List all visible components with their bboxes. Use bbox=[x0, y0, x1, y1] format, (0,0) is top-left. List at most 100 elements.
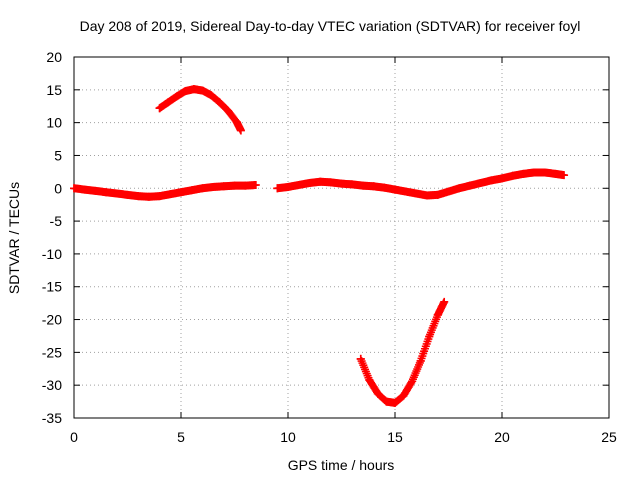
data-points bbox=[70, 85, 569, 407]
data-point bbox=[551, 169, 560, 178]
y-tick-label: 15 bbox=[46, 82, 62, 98]
data-point bbox=[134, 192, 143, 201]
data-point bbox=[369, 182, 378, 191]
data-point bbox=[206, 91, 215, 100]
data-point bbox=[284, 182, 292, 191]
data-point bbox=[399, 391, 408, 400]
x-tick-label: 0 bbox=[70, 429, 78, 445]
data-point bbox=[123, 190, 132, 199]
data-point bbox=[416, 356, 425, 365]
data-point bbox=[433, 190, 442, 199]
data-point bbox=[80, 185, 89, 194]
data-point bbox=[560, 171, 569, 180]
data-point bbox=[198, 184, 207, 193]
y-tick-label: -10 bbox=[42, 246, 62, 262]
x-tick-label: 15 bbox=[387, 429, 403, 445]
y-tick-label: -35 bbox=[42, 410, 62, 426]
data-point bbox=[155, 104, 164, 113]
data-point bbox=[382, 397, 391, 406]
data-point bbox=[251, 180, 260, 189]
data-point bbox=[166, 190, 175, 199]
data-point bbox=[465, 181, 474, 190]
series-upper-arc bbox=[155, 85, 245, 135]
data-point bbox=[102, 188, 111, 197]
data-point bbox=[215, 98, 224, 107]
data-point bbox=[230, 181, 239, 190]
data-point bbox=[198, 86, 207, 95]
data-point bbox=[373, 389, 382, 398]
data-point bbox=[181, 87, 190, 96]
data-point bbox=[177, 188, 185, 197]
data-point bbox=[70, 184, 78, 193]
data-point bbox=[455, 184, 464, 193]
data-point bbox=[294, 180, 303, 189]
data-point bbox=[476, 179, 485, 188]
y-tick-label: 10 bbox=[46, 115, 62, 131]
y-tick-label: 5 bbox=[54, 147, 62, 163]
data-point bbox=[305, 179, 314, 188]
data-point bbox=[144, 192, 153, 201]
plot-frame bbox=[73, 56, 610, 419]
data-point bbox=[189, 85, 198, 94]
data-point bbox=[408, 377, 417, 386]
x-tick-label: 25 bbox=[601, 429, 617, 445]
data-point bbox=[236, 126, 245, 135]
x-tick-label: 10 bbox=[280, 429, 296, 445]
data-point bbox=[219, 182, 228, 191]
data-point bbox=[241, 181, 250, 190]
x-axis-tick-labels: 0 5 10 15 20 25 bbox=[70, 429, 617, 445]
data-point bbox=[337, 179, 346, 188]
data-point bbox=[440, 297, 449, 306]
data-point bbox=[232, 117, 241, 126]
data-point bbox=[326, 178, 335, 187]
series-main-track bbox=[70, 168, 569, 201]
data-point bbox=[401, 187, 410, 196]
data-point bbox=[380, 183, 389, 192]
data-point bbox=[498, 174, 506, 183]
x-axis-title: GPS time / hours bbox=[288, 457, 395, 473]
data-point bbox=[164, 98, 173, 107]
chart-title: Day 208 of 2019, Sidereal Day-to-day VTE… bbox=[80, 18, 581, 34]
y-tick-label: -15 bbox=[42, 279, 62, 295]
data-point bbox=[316, 177, 325, 186]
data-point bbox=[172, 92, 181, 101]
data-point bbox=[425, 332, 434, 341]
series-lower-arc bbox=[356, 297, 449, 407]
data-point bbox=[391, 398, 399, 407]
data-point bbox=[358, 181, 367, 190]
y-tick-label: -25 bbox=[42, 344, 62, 360]
data-point bbox=[112, 189, 121, 198]
y-tick-label: -30 bbox=[42, 377, 62, 393]
data-point bbox=[273, 184, 282, 193]
y-axis-tick-labels: 20 15 10 5 0 -5 -10 -15 -20 -25 -30 -35 bbox=[42, 49, 62, 426]
axis-ticks bbox=[73, 56, 610, 419]
data-point bbox=[412, 189, 421, 198]
data-point bbox=[540, 168, 549, 177]
data-point bbox=[519, 169, 528, 178]
y-tick-label: -5 bbox=[50, 213, 63, 229]
y-tick-label: -20 bbox=[42, 312, 62, 328]
data-point bbox=[423, 191, 432, 200]
x-tick-label: 5 bbox=[177, 429, 185, 445]
data-point bbox=[433, 310, 442, 319]
data-point bbox=[224, 106, 233, 115]
data-point bbox=[91, 186, 100, 195]
data-point bbox=[187, 186, 196, 195]
data-point bbox=[487, 176, 496, 185]
data-point bbox=[444, 187, 453, 196]
y-tick-label: 20 bbox=[46, 49, 62, 65]
data-point bbox=[530, 168, 539, 177]
x-tick-label: 20 bbox=[494, 429, 510, 445]
y-tick-label: 0 bbox=[54, 180, 62, 196]
data-point bbox=[391, 185, 399, 194]
data-point bbox=[407, 378, 416, 387]
data-point bbox=[365, 375, 374, 384]
data-point bbox=[155, 192, 164, 201]
y-axis-title: SDTVAR / TECUs bbox=[6, 182, 22, 294]
data-point bbox=[348, 180, 357, 189]
data-point bbox=[209, 182, 218, 191]
data-point bbox=[508, 171, 517, 180]
data-point bbox=[356, 354, 365, 363]
grid bbox=[74, 57, 609, 418]
